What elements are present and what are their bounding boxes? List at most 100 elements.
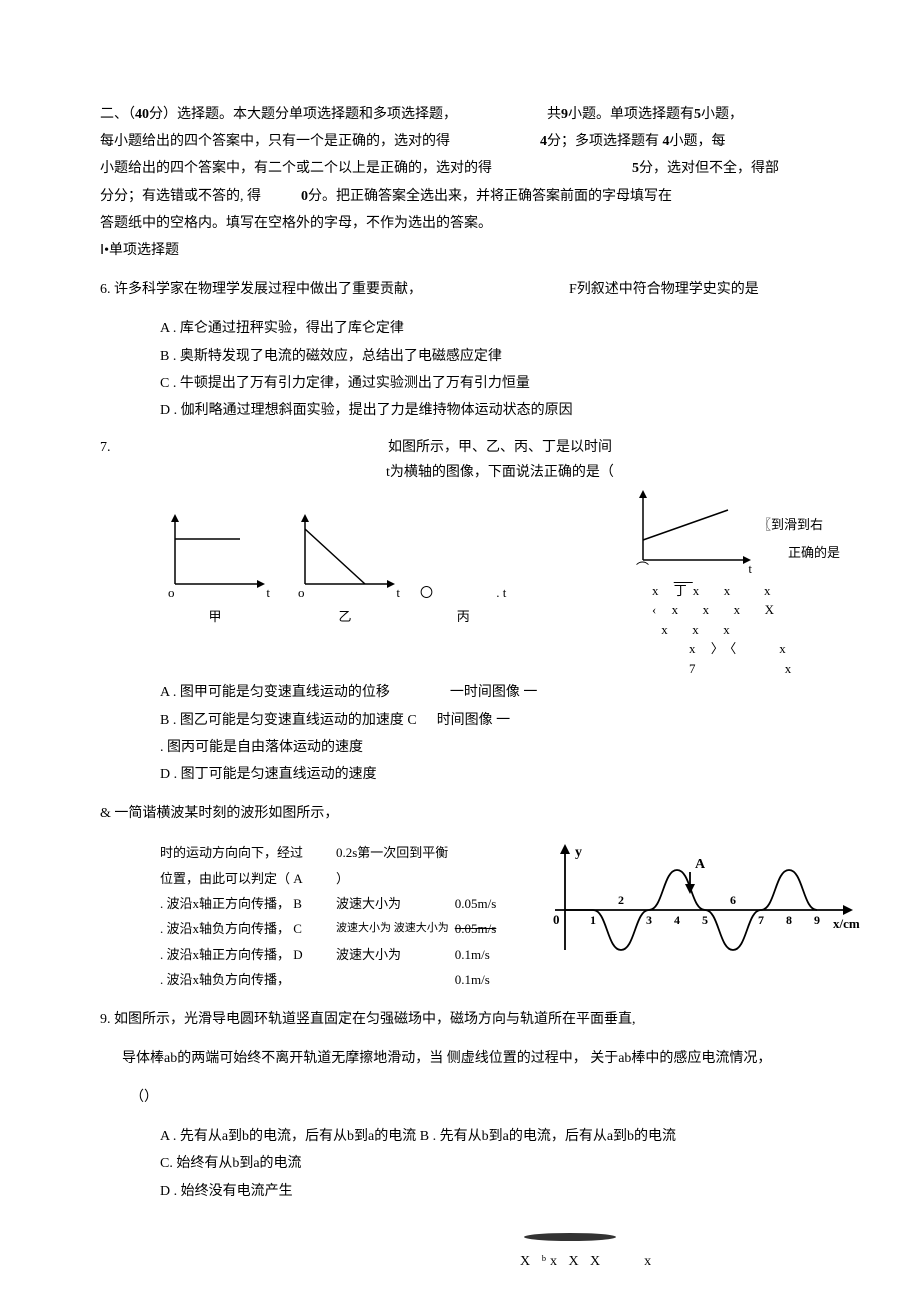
cell: 波速大小为 波速大小为 (336, 919, 449, 939)
points-4: 4 (540, 134, 547, 149)
zero-label: 0 (553, 912, 560, 927)
svg-text:8: 8 (786, 913, 792, 927)
axis-t: t (503, 585, 507, 600)
graph-label-bing: 丙 (420, 605, 506, 628)
text: 小题， (701, 107, 743, 122)
option-a: A . 图甲可能是匀变速直线运动的位移 (160, 685, 390, 700)
q9-text-3: （） (130, 1085, 840, 1110)
svg-text:2: 2 (618, 893, 624, 907)
text: 分；多项选择题有 (547, 134, 663, 149)
q7-intro-2: t为横轴的图像，下面说法正确的是（ (160, 460, 840, 485)
option-b: B . 图乙可能是匀变速直线运动的加速度 C (160, 713, 417, 728)
svg-text:1: 1 (590, 913, 596, 927)
option-a-suffix: 一时间图像 一 (450, 685, 538, 700)
count-4: 4 (663, 134, 670, 149)
q9-text-1: 如图所示，光滑导电圆环轨道竖直固定在匀强磁场中，磁场方向与轨道所在平面垂直, (114, 1012, 636, 1027)
axis-o: ⌒ (636, 561, 649, 576)
cell: 0.1m/s (455, 968, 525, 991)
text: 分。把正确答案全选出来，并将正确答案前面的字母填写在 (308, 189, 672, 204)
option-c: C. 始终有从b到a的电流 (160, 1151, 840, 1176)
axis-o: 〇 (420, 585, 433, 600)
text: 每小题给出的四个答案中，只有一个是正确的，选对的得 (100, 134, 450, 149)
cell: 时的运动方向向下，经过 (160, 841, 330, 864)
graph-label-jia: 甲 (160, 605, 270, 628)
question-8: & 一简谐横波某时刻的波形如图所示， 时的运动方向向下，经过0.2s第一次回到平… (100, 801, 840, 993)
cell: . 波沿x轴负方向传播， (160, 968, 330, 991)
cell: 位置，由此可以判定（ A (160, 867, 330, 890)
instructions-line-5: 答题纸中的空格内。填写在空格外的字母，不作为选出的答案。 (100, 211, 840, 236)
q9-field-diagram: X ᵇx X X x (520, 1224, 840, 1274)
option-a: A . 库仑通过扭秤实验，得出了库仑定律 (160, 316, 840, 341)
axis-o: o (168, 581, 175, 604)
text: 分，选对但不全，得部 (639, 161, 779, 176)
cell: 0.05m/s (455, 892, 525, 915)
text: 〖到滑到右 (758, 517, 823, 532)
question-6: 6. 许多科学家在物理学发展过程中做出了重要贡献， F列叙述中符合物理学史实的是… (100, 277, 840, 423)
diagram-row-1b: x (644, 1254, 655, 1269)
question-7: 7. 如图所示，甲、乙、丙、丁是以时间 t为横轴的图像，下面说法正确的是（ o t… (100, 435, 840, 787)
cell: . 波沿x轴负方向传播， C (160, 917, 330, 940)
axis-t: t (266, 581, 270, 604)
option-c: C . 牛顿提出了万有引力定律，通过实验测出了万有引力恒量 (160, 371, 840, 396)
graph-jia: o t 甲 (160, 509, 270, 628)
text: 分）选择题。本大题分单项选择题和多项选择题， (149, 107, 457, 122)
count-9: 9 (561, 107, 568, 122)
graph-yi: o t 乙 (290, 509, 400, 628)
q6-stem: 6. 许多科学家在物理学发展过程中做出了重要贡献， F列叙述中符合物理学史实的是 (100, 277, 840, 302)
q-number: 6. (100, 282, 111, 297)
option-b-suffix: 时间图像 一 (437, 713, 511, 728)
svg-text:6: 6 (730, 893, 736, 907)
q9-text-2: 导体棒ab的两端可始终不离开轨道无摩擦地滑动，当 侧虚线位置的过程中， 关于ab… (122, 1046, 840, 1071)
q6-options: A . 库仑通过扭秤实验，得出了库仑定律 B . 奥斯特发现了电流的磁效应，总结… (160, 316, 840, 423)
q7-side-text: 〖到滑到右 正确的是 (758, 513, 840, 564)
points-40: 40 (135, 107, 149, 122)
axis-o: o (298, 581, 305, 604)
graph-label-yi: 乙 (290, 605, 400, 628)
cell: 波速大小为 (336, 943, 449, 966)
q7-x-grid: x 丁x x x ‹ x x x X x x x x 〉〈 x 7 x (652, 581, 840, 679)
q-text-a: 许多科学家在物理学发展过程中做出了重要贡献， (114, 282, 422, 297)
q7-intro-1: 如图所示，甲、乙、丙、丁是以时间 (160, 435, 840, 460)
q7-right-panel: ⌒t 〖到滑到右 正确的是 x 丁x x x ‹ x x x X x x x x… (628, 485, 840, 678)
count-5: 5 (694, 107, 701, 122)
cell: 0.05m/s (455, 917, 525, 940)
option-c: . 图丙可能是自由落体运动的速度 (160, 735, 840, 760)
cell: 波速大小为 (336, 892, 449, 915)
svg-text:5: 5 (702, 913, 708, 927)
cell: 0.1m/s (455, 943, 525, 966)
text: 分分；有选错或不答的, 得 (100, 189, 261, 204)
text: 正确的是 (788, 545, 840, 560)
instructions-line-4: 分分；有选错或不答的, 得0分。把正确答案全选出来，并将正确答案前面的字母填写在 (100, 184, 840, 209)
svg-text:9: 9 (814, 913, 820, 927)
instructions-line-1: 二、（40分）选择题。本大题分单项选择题和多项选择题，共9小题。单项选择题有5小… (100, 102, 840, 127)
graph-bing: 〇 . t 丙 (420, 491, 506, 628)
x-axis-label: x/cm (833, 916, 860, 931)
q7-options: A . 图甲可能是匀变速直线运动的位移 一时间图像 一 B . 图乙可能是匀变速直… (160, 680, 840, 787)
graph-jia-svg (160, 509, 270, 599)
text: 小题，每 (670, 134, 726, 149)
instructions-line-3: 小题给出的四个答案中，有二个或二个以上是正确的，选对的得 5分，选对但不全，得部 (100, 156, 840, 181)
wave-svg: 123 456 789 0 y x/cm A (545, 840, 865, 970)
q8-wave-chart: 123 456 789 0 y x/cm A (545, 840, 865, 970)
points-5: 5 (632, 161, 639, 176)
svg-text:4: 4 (674, 913, 680, 927)
q-number: & (100, 806, 111, 821)
graph-yi-svg (290, 509, 400, 599)
q9-options: A . 先有从a到b的电流，后有从b到a的电流 B . 先有从b到a的电流，后有… (160, 1124, 840, 1204)
cell: . 波沿x轴正方向传播， D (160, 943, 330, 966)
q-number: 7. (100, 435, 160, 460)
text: 二、（ (100, 107, 135, 122)
axis-t: t (396, 581, 400, 604)
diagram-row-1: X ᵇx X X (520, 1254, 604, 1269)
cell: ） (336, 867, 449, 890)
cell: 0.2s第一次回到平衡 (336, 841, 449, 864)
option-d: D . 伽利略通过理想斜面实验，提出了力是维持物体运动状态的原因 (160, 398, 840, 423)
y-axis-label: y (575, 845, 582, 860)
svg-text:3: 3 (646, 913, 652, 927)
q9-bar-icon (520, 1231, 620, 1243)
q8-options-table: 时的运动方向向下，经过 0.2s第一次回到平衡 位置，由此可以判定（ A ） . 波… (160, 840, 525, 992)
question-9: 9. 如图所示，光滑导电圆环轨道竖直固定在匀强磁场中，磁场方向与轨道所在平面垂直… (100, 1007, 840, 1275)
option-ab: A . 先有从a到b的电流，后有从b到a的电流 B . 先有从b到a的电流，后有… (160, 1124, 840, 1149)
q-text-b: F列叙述中符合物理学史实的是 (569, 282, 759, 297)
text: 小题给出的四个答案中，有二个或二个以上是正确的，选对的得 (100, 161, 492, 176)
